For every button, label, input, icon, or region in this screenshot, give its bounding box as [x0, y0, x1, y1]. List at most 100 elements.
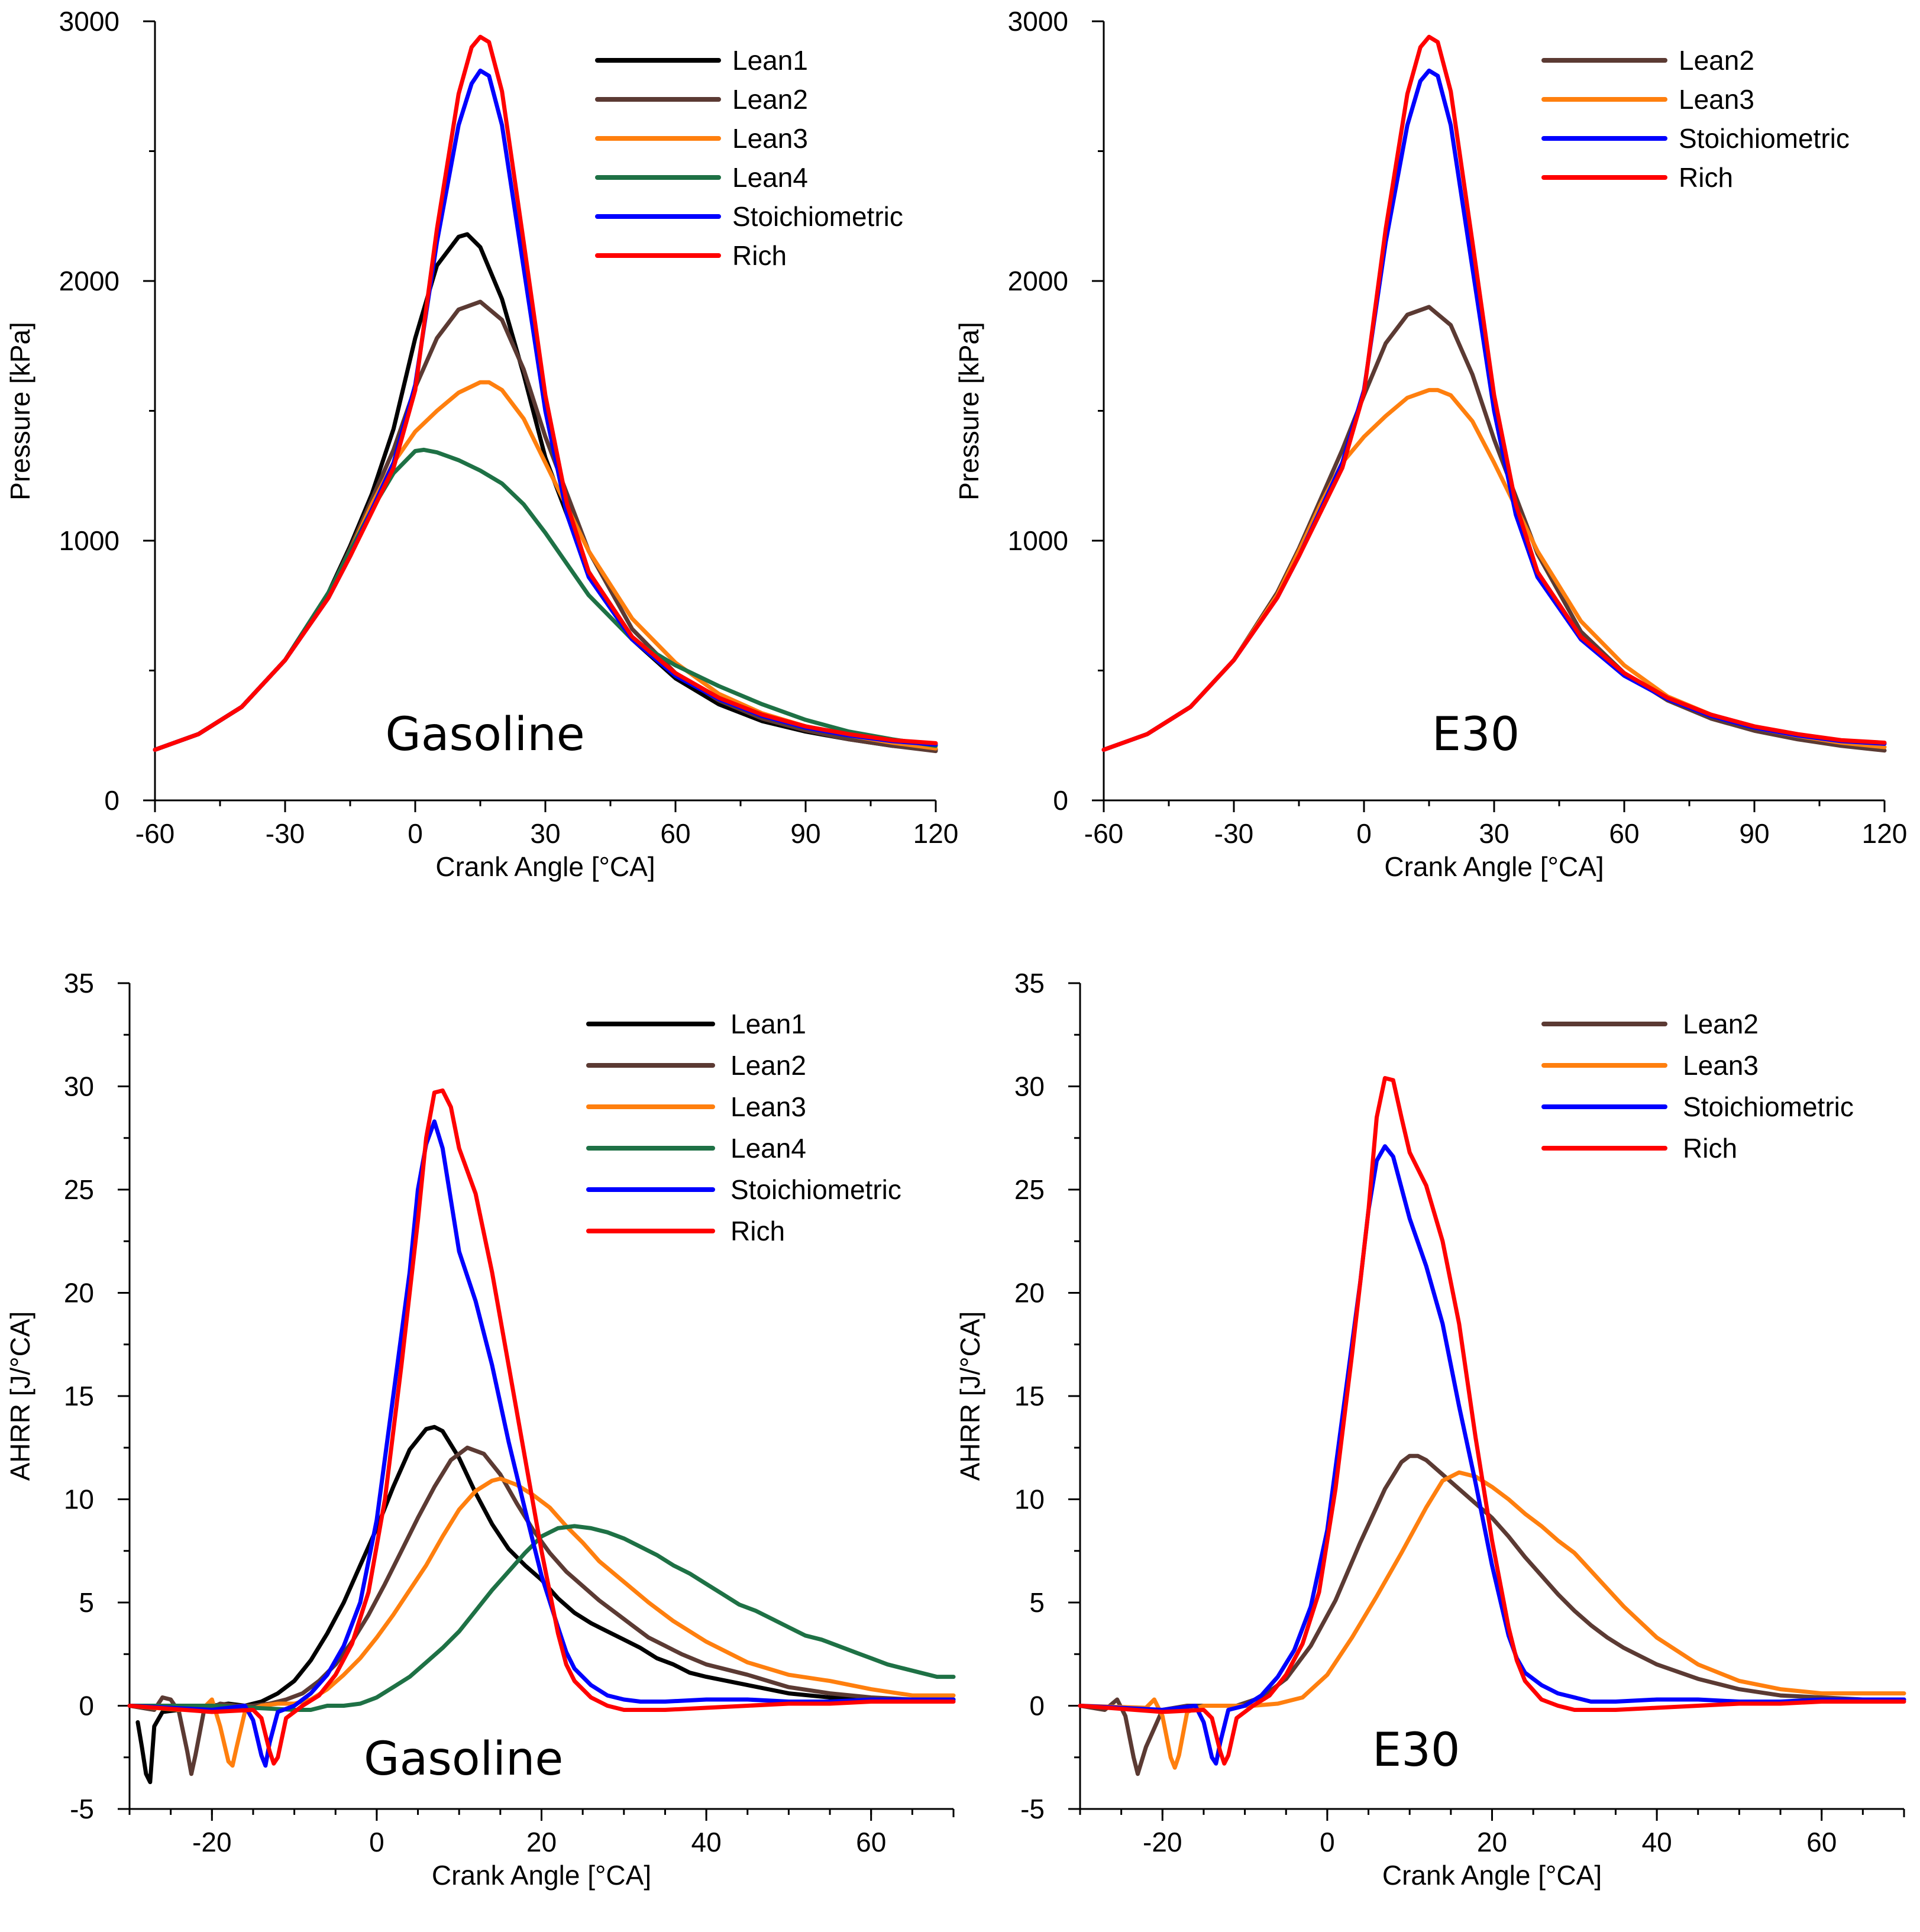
y-tick-label: 1000	[59, 525, 119, 556]
series-line-lean1	[135, 1424, 956, 1785]
series-line-stoichiometric	[127, 1119, 956, 1768]
legend-label-lean2: Lean2	[1683, 1009, 1759, 1039]
x-tick-label: -30	[266, 818, 305, 849]
series-line-lean4	[153, 447, 938, 752]
x-tick-label: 20	[526, 1827, 557, 1857]
y-tick-label: 35	[1014, 968, 1045, 999]
x-axis-label: Crank Angle [°CA]	[1382, 1860, 1602, 1891]
legend-label-stoichiometric: Stoichiometric	[730, 1174, 901, 1205]
series-line-lean4	[127, 1524, 956, 1712]
legend-label-rich: Rich	[1679, 162, 1733, 193]
x-axis-label: Crank Angle [°CA]	[432, 1860, 651, 1891]
legend-label-lean2: Lean2	[1679, 45, 1754, 76]
legend-label-stoichiometric: Stoichiometric	[1679, 123, 1850, 154]
legend-label-stoichiometric: Stoichiometric	[1683, 1091, 1854, 1122]
series-line-lean2	[1078, 1453, 1906, 1776]
legend-label-lean3: Lean3	[1679, 84, 1754, 115]
x-tick-label: -30	[1214, 818, 1253, 849]
legend-label-rich: Rich	[732, 240, 787, 271]
legend-label-lean1: Lean1	[730, 1009, 806, 1039]
y-tick-label: 5	[79, 1587, 94, 1618]
x-tick-label: 20	[1477, 1827, 1507, 1857]
y-tick-label: 3000	[1008, 6, 1068, 37]
y-tick-label: 0	[104, 785, 119, 816]
series-line-lean3	[1078, 1470, 1906, 1770]
x-tick-label: 30	[1479, 818, 1509, 849]
y-tick-label: 20	[64, 1278, 94, 1309]
legend-label-lean1: Lean1	[732, 45, 808, 76]
x-tick-label: -60	[135, 818, 174, 849]
x-axis-label: Crank Angle [°CA]	[1384, 851, 1604, 882]
x-tick-label: 0	[1320, 1827, 1335, 1857]
x-tick-label: 60	[660, 818, 690, 849]
y-tick-label: 30	[1014, 1071, 1045, 1102]
ahrr-gasoline-chart: -20 0 20 40 60 -5 0 5 10 15 20 25 30 35 Crank Angle [°…	[5, 968, 956, 1891]
y-tick-label: 30	[64, 1071, 94, 1102]
x-tick-label: -20	[1143, 1827, 1182, 1857]
panel-title: Gasoline	[364, 1733, 563, 1786]
y-tick-label: 25	[64, 1174, 94, 1205]
series-line-stoichiometric	[1101, 68, 1887, 752]
x-tick-label: -60	[1084, 818, 1123, 849]
x-tick-label: 30	[530, 818, 560, 849]
series-line-stoichiometric	[1078, 1144, 1906, 1766]
series-line-lean2	[153, 299, 938, 754]
legend-label-lean3: Lean3	[732, 123, 808, 154]
x-tick-label: 40	[691, 1827, 722, 1857]
series-line-rich	[1101, 34, 1887, 752]
panel-title: E30	[1372, 1724, 1460, 1777]
y-tick-label: 15	[1014, 1381, 1045, 1411]
x-tick-label: 0	[369, 1827, 384, 1857]
x-tick-label: 90	[1739, 818, 1769, 849]
series-line-lean2	[1101, 305, 1887, 753]
x-tick-label: 0	[408, 818, 423, 849]
legend-label-lean3: Lean3	[1683, 1050, 1759, 1081]
series-line-lean2	[127, 1445, 956, 1776]
y-tick-label: 10	[64, 1484, 94, 1515]
x-tick-label: 0	[1356, 818, 1372, 849]
x-tick-label: 40	[1642, 1827, 1672, 1857]
x-tick-label: -20	[192, 1827, 231, 1857]
legend-label-lean3: Lean3	[730, 1091, 806, 1122]
panel-title: E30	[1432, 708, 1520, 761]
series-line-rich	[1078, 1076, 1906, 1766]
y-axis-label: Pressure [kPa]	[953, 322, 984, 500]
y-tick-label: 0	[79, 1691, 94, 1721]
x-tick-label: 60	[1806, 1827, 1837, 1857]
y-tick-label: 2000	[1008, 266, 1068, 296]
pressure-gasoline-chart: -60 -30 0 30 60 90 120 0 1000 2000 3000 Crank Angle…	[5, 6, 958, 882]
y-tick-label: 2000	[59, 266, 119, 296]
x-tick-label: 120	[913, 818, 959, 849]
x-tick-label: 120	[1862, 818, 1908, 849]
x-axis-label: Crank Angle [°CA]	[435, 851, 655, 882]
x-tick-label: 60	[856, 1827, 886, 1857]
y-tick-label: 25	[1014, 1174, 1045, 1205]
legend-label-lean4: Lean4	[730, 1133, 806, 1164]
ahrr-e30-chart: -20 0 20 40 60 -5 0 5 10 15 20 25 30 35 Crank Angle [°…	[955, 968, 1906, 1891]
legend-label-lean2: Lean2	[730, 1050, 806, 1081]
legend-label-rich: Rich	[730, 1216, 785, 1246]
y-tick-label: 0	[1053, 785, 1068, 816]
y-axis-label: AHRR [J/°CA]	[5, 1311, 35, 1481]
y-tick-label: 20	[1014, 1278, 1045, 1309]
y-axis-label: AHRR [J/°CA]	[955, 1311, 985, 1481]
series-line-lean3	[127, 1477, 956, 1768]
panel-title: Gasoline	[385, 708, 584, 761]
y-tick-label: 10	[1014, 1484, 1045, 1515]
legend-label-lean4: Lean4	[732, 162, 808, 193]
pressure-e30-chart: -60 -30 0 30 60 90 120 0 1000 2000 3000 Crank Angle…	[953, 6, 1907, 882]
series-line-rich	[127, 1088, 956, 1766]
y-tick-label: 1000	[1008, 525, 1068, 556]
y-tick-label: 15	[64, 1381, 94, 1411]
y-tick-label: -5	[70, 1794, 94, 1824]
legend-label-lean2: Lean2	[732, 84, 808, 115]
y-tick-label: 5	[1029, 1587, 1045, 1618]
legend-label-rich: Rich	[1683, 1133, 1737, 1164]
y-axis-label: Pressure [kPa]	[5, 322, 35, 500]
series-line-rich	[153, 34, 938, 752]
y-tick-label: 0	[1029, 1691, 1045, 1721]
y-tick-label: 3000	[59, 6, 119, 37]
x-tick-label: 60	[1609, 818, 1639, 849]
series-line-stoichiometric	[153, 68, 938, 752]
